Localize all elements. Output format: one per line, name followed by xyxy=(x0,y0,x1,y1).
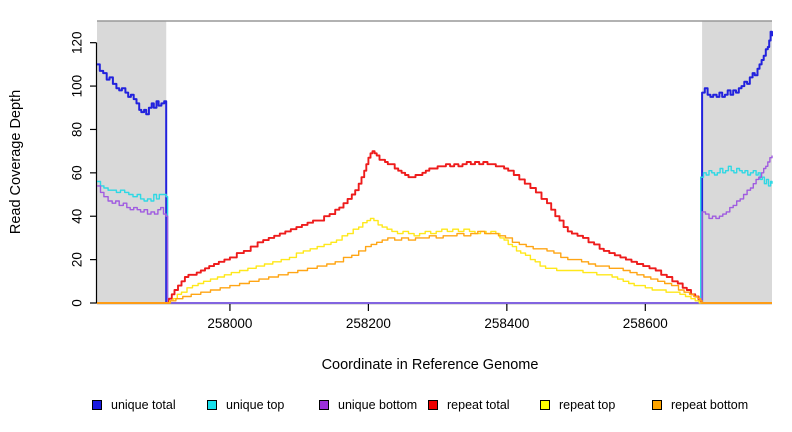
y-tick-label: 80 xyxy=(70,122,85,137)
legend-swatch-repeat-bottom xyxy=(652,400,662,410)
y-tick-label: 60 xyxy=(70,165,85,180)
x-tick-label: 258400 xyxy=(484,316,529,331)
legend-label: unique top xyxy=(226,398,285,412)
y-tick-label: 20 xyxy=(70,252,85,267)
legend-label: repeat top xyxy=(559,398,616,412)
legend-label: unique bottom xyxy=(338,398,418,412)
series-repeat-bottom xyxy=(97,230,772,304)
y-tick-label: 0 xyxy=(70,299,85,307)
legend-swatch-repeat-top xyxy=(540,400,550,410)
legend-swatch-unique-bottom xyxy=(319,400,329,410)
legend-item-repeat-bottom: repeat bottom xyxy=(652,397,748,413)
legend-item-unique-top: unique top xyxy=(207,397,284,413)
legend-item-unique-total: unique total xyxy=(92,397,176,413)
legend-item-unique-bottom: unique bottom xyxy=(319,397,417,413)
legend-swatch-unique-top xyxy=(207,400,217,410)
y-axis-title: Read Coverage Depth xyxy=(8,89,24,235)
series-unique-total xyxy=(97,30,773,304)
series-unique-top xyxy=(97,165,773,304)
legend-label: repeat bottom xyxy=(671,398,749,412)
legend: unique total unique top unique bottom repea… xyxy=(0,397,792,417)
legend-swatch-repeat-total xyxy=(428,400,438,410)
legend-item-repeat-top: repeat top xyxy=(540,397,615,413)
series-repeat-total xyxy=(97,150,772,304)
y-tick-label: 40 xyxy=(70,209,85,224)
legend-swatch-unique-total xyxy=(92,400,102,410)
x-tick-label: 258600 xyxy=(623,316,668,331)
legend-item-repeat-total: repeat total xyxy=(428,397,510,413)
x-axis-title: Coordinate in Reference Genome xyxy=(321,357,539,373)
series-unique-bottom xyxy=(97,155,773,304)
y-tick-label: 100 xyxy=(70,75,85,98)
y-tick-label: 120 xyxy=(70,31,85,54)
legend-label: unique total xyxy=(111,398,176,412)
series-repeat-top xyxy=(97,217,772,304)
x-tick-label: 258000 xyxy=(207,316,252,331)
x-tick-label: 258200 xyxy=(346,316,391,331)
legend-label: repeat total xyxy=(447,398,510,412)
masked-region-left xyxy=(97,21,167,303)
